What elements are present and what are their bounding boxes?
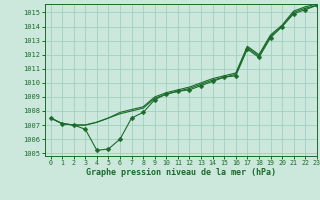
X-axis label: Graphe pression niveau de la mer (hPa): Graphe pression niveau de la mer (hPa) bbox=[86, 168, 276, 177]
